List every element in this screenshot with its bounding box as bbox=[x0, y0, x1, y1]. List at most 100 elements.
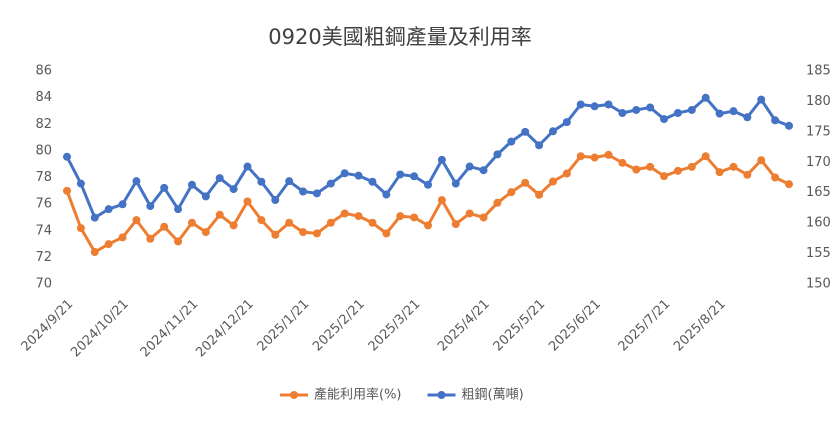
point bbox=[451, 220, 460, 229]
point bbox=[507, 137, 516, 146]
point bbox=[715, 109, 724, 118]
point bbox=[771, 173, 780, 182]
point bbox=[660, 172, 669, 181]
point bbox=[771, 116, 780, 125]
y-tick-label: 86 bbox=[35, 64, 52, 79]
point bbox=[215, 210, 224, 219]
y-tick-label: 82 bbox=[35, 117, 52, 132]
point bbox=[271, 230, 280, 239]
point bbox=[285, 177, 294, 186]
point bbox=[354, 171, 363, 180]
point bbox=[368, 177, 377, 186]
point bbox=[201, 228, 210, 237]
point bbox=[187, 180, 196, 189]
chart-title: 0920美國粗鋼產量及利用率 bbox=[268, 25, 531, 49]
point bbox=[548, 177, 557, 186]
point bbox=[340, 169, 349, 178]
point bbox=[118, 233, 127, 242]
point bbox=[576, 152, 585, 161]
point bbox=[479, 166, 488, 175]
point bbox=[729, 107, 738, 116]
point bbox=[299, 228, 308, 237]
x-tick-label: 2025/6/21 bbox=[546, 297, 604, 355]
point bbox=[76, 224, 85, 233]
point bbox=[743, 113, 752, 122]
point bbox=[521, 178, 530, 187]
legend-marker bbox=[437, 391, 446, 399]
x-tick-label: 2024/11/21 bbox=[138, 297, 202, 361]
point bbox=[673, 166, 682, 175]
point bbox=[493, 198, 502, 207]
point bbox=[548, 127, 557, 136]
point bbox=[590, 102, 599, 111]
point bbox=[424, 180, 432, 189]
point bbox=[535, 141, 544, 150]
y2-tick-label: 170 bbox=[806, 155, 831, 170]
point bbox=[257, 216, 266, 225]
point bbox=[104, 240, 113, 249]
point bbox=[243, 162, 252, 171]
x-tick-label: 2025/2/21 bbox=[310, 297, 368, 355]
point bbox=[132, 216, 141, 225]
point bbox=[63, 152, 71, 161]
point bbox=[187, 218, 196, 227]
y-tick-label: 78 bbox=[35, 170, 52, 185]
point bbox=[673, 108, 682, 117]
point bbox=[104, 205, 113, 214]
legend-label: 粗鋼(萬噸) bbox=[462, 388, 524, 403]
point bbox=[90, 213, 99, 222]
point bbox=[160, 222, 169, 231]
point bbox=[271, 196, 280, 205]
point bbox=[715, 168, 724, 177]
point bbox=[354, 212, 363, 221]
x-tick-label: 2025/1/21 bbox=[255, 297, 313, 355]
y2-tick-label: 175 bbox=[806, 124, 831, 139]
x-tick-label: 2024/9/21 bbox=[19, 297, 77, 355]
y-tick-label: 74 bbox=[35, 223, 52, 238]
point bbox=[646, 162, 655, 171]
point bbox=[326, 218, 335, 227]
point bbox=[632, 105, 641, 114]
y2-tick-label: 160 bbox=[806, 216, 831, 231]
x-tick-label: 2025/4/21 bbox=[435, 297, 493, 355]
point bbox=[396, 212, 405, 221]
point bbox=[576, 100, 585, 109]
point bbox=[465, 162, 474, 171]
point bbox=[618, 158, 627, 167]
point bbox=[146, 234, 155, 243]
y2-tick-label: 180 bbox=[806, 94, 831, 109]
point bbox=[687, 105, 696, 114]
y2-tick-label: 185 bbox=[806, 64, 831, 79]
point bbox=[201, 192, 210, 201]
y-tick-label: 80 bbox=[35, 143, 52, 158]
point bbox=[785, 180, 793, 189]
point bbox=[396, 170, 405, 179]
point bbox=[618, 108, 627, 117]
point bbox=[646, 103, 655, 112]
y2-tick-label: 155 bbox=[806, 246, 831, 261]
point bbox=[757, 156, 766, 165]
legend-label: 產能利用率(%) bbox=[314, 387, 402, 403]
point bbox=[562, 118, 571, 127]
point bbox=[632, 165, 641, 174]
x-tick-label: 2024/10/21 bbox=[68, 297, 132, 361]
x-tick-label: 2025/3/21 bbox=[366, 297, 424, 355]
y2-tick-label: 165 bbox=[806, 185, 831, 200]
point bbox=[437, 155, 446, 164]
y-tick-label: 84 bbox=[35, 90, 52, 105]
point bbox=[215, 174, 224, 183]
point bbox=[465, 209, 474, 218]
point bbox=[368, 218, 377, 227]
point bbox=[118, 200, 127, 209]
point bbox=[604, 150, 613, 159]
legend-marker bbox=[290, 391, 298, 399]
point bbox=[229, 221, 238, 230]
x-tick-label: 2025/5/21 bbox=[491, 297, 549, 355]
point bbox=[660, 115, 669, 124]
point bbox=[146, 202, 155, 211]
point bbox=[229, 185, 238, 194]
point bbox=[521, 127, 530, 136]
point bbox=[382, 190, 391, 199]
point bbox=[285, 218, 294, 227]
point bbox=[76, 179, 85, 188]
